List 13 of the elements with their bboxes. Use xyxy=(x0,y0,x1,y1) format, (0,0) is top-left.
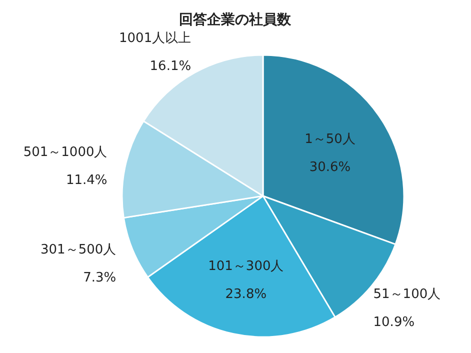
data-label: 7.3% xyxy=(83,270,116,286)
chart-title: 回答企業の社員数 xyxy=(179,12,292,28)
data-label: 23.8% xyxy=(225,286,267,302)
slice-label: 1～50人 xyxy=(304,132,356,148)
data-label: 10.9% xyxy=(373,314,415,330)
data-label: 16.1% xyxy=(150,58,192,74)
slice-label: 101～300人 xyxy=(208,258,284,274)
slice-label: 51～100人 xyxy=(373,286,441,302)
data-label: 11.4% xyxy=(66,172,108,188)
slice-label: 501～1000人 xyxy=(23,144,108,160)
slice-label: 1001人以上 xyxy=(119,30,192,46)
slice-label: 301～500人 xyxy=(40,242,116,258)
data-label: 30.6% xyxy=(309,160,351,176)
